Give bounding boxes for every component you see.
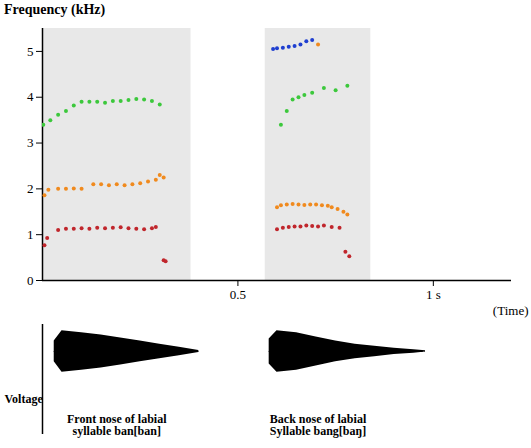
svg-text:1 s: 1 s <box>426 287 441 302</box>
html-text:Frequency (kHz): Frequency (kHz) <box>4 2 106 17</box>
svg-text:0: 0 <box>27 273 34 288</box>
svg-text:2: 2 <box>27 181 34 196</box>
svg-text:(Time): (Time) <box>493 303 529 318</box>
svg-text:Back nose of labialSyllable ba: Back nose of labialSyllable bang[baŋ] <box>270 412 367 438</box>
svg-text:Front nose of labialsyllable b: Front nose of labialsyllable ban[ban] <box>67 412 167 438</box>
svg-text:0.5: 0.5 <box>230 287 246 302</box>
svg-text:4: 4 <box>27 89 34 104</box>
svg-text:3: 3 <box>27 135 34 150</box>
svg-text:5: 5 <box>27 44 34 59</box>
svg-text:Voltage: Voltage <box>5 392 44 406</box>
svg-text:1: 1 <box>27 227 34 242</box>
